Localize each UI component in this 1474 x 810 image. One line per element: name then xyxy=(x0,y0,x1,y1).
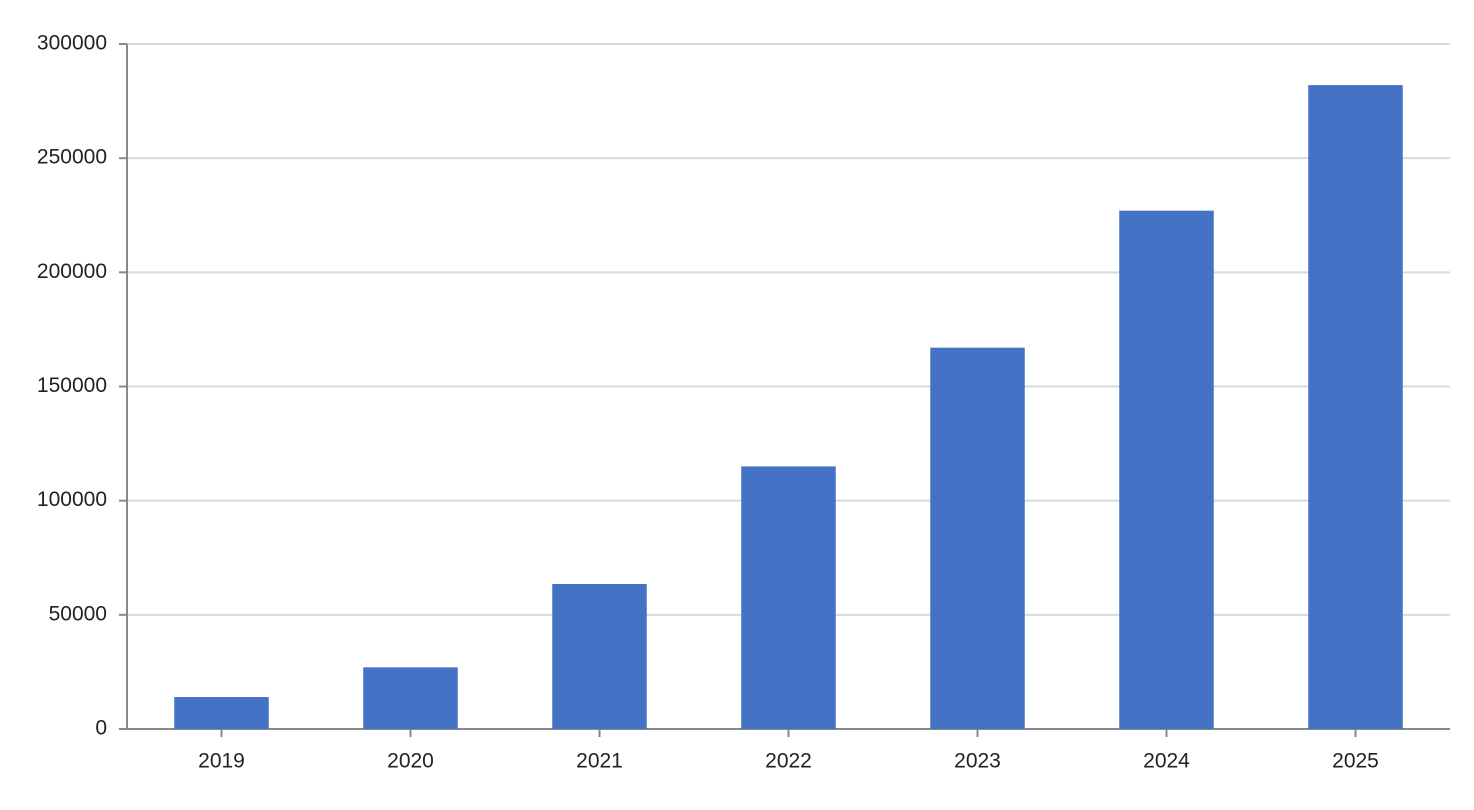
bar xyxy=(1308,85,1403,730)
bar xyxy=(741,466,836,729)
x-tick-label: 2024 xyxy=(1143,750,1190,773)
x-tick-label: 2023 xyxy=(954,750,1001,773)
x-tick-label: 2025 xyxy=(1332,750,1379,773)
y-tick-label: 250000 xyxy=(37,146,107,169)
bar xyxy=(552,584,647,729)
y-tick-label: 50000 xyxy=(49,602,107,625)
bar xyxy=(930,347,1025,729)
x-tick-label: 2020 xyxy=(387,750,434,773)
x-tick-label: 2021 xyxy=(576,750,623,773)
y-tick-label: 0 xyxy=(95,717,107,740)
bar xyxy=(363,667,458,729)
bar xyxy=(1119,210,1214,729)
y-tick-label: 200000 xyxy=(37,260,107,283)
y-tick-label: 150000 xyxy=(37,374,107,397)
bar xyxy=(174,697,269,729)
x-tick-label: 2022 xyxy=(765,750,812,773)
x-tick-label: 2019 xyxy=(198,750,245,773)
y-tick-label: 300000 xyxy=(37,32,107,55)
y-tick-label: 100000 xyxy=(37,488,107,511)
